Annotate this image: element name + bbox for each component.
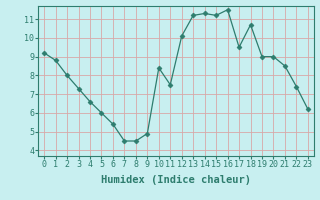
X-axis label: Humidex (Indice chaleur): Humidex (Indice chaleur) — [101, 175, 251, 185]
